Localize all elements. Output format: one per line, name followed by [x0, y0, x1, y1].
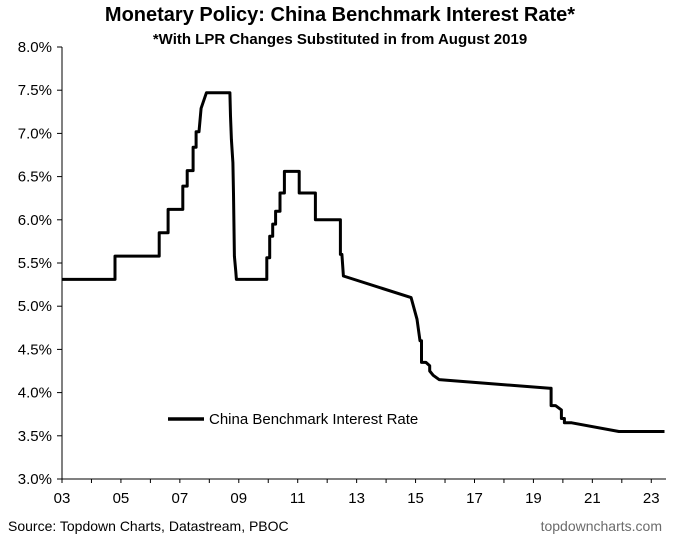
y-tick-label: 4.0%: [18, 385, 52, 402]
x-tick-label: 21: [584, 490, 601, 507]
x-tick-label: 11: [290, 490, 306, 507]
x-axis: 03 05 07 09 11 13 15 17 19 21 23: [54, 478, 666, 507]
series-line: [62, 91, 665, 433]
x-tick-label: 05: [113, 490, 130, 507]
x-tick-label: 03: [54, 490, 71, 507]
y-tick-label: 5.0%: [18, 298, 52, 315]
y-tick-label: 3.0%: [18, 471, 52, 488]
y-tick-label: 6.0%: [18, 212, 52, 229]
series-group: [62, 91, 665, 433]
chart-subtitle: *With LPR Changes Substituted in from Au…: [152, 31, 528, 48]
y-axis: 3.0% 3.5% 4.0% 4.5% 5.0% 5.5% 6.0% 6.5% 7.0% 7.5%…: [18, 39, 63, 488]
y-tick-label: 7.0%: [18, 125, 52, 142]
y-tick-label: 4.5%: [18, 341, 52, 358]
footer-brand: topdowncharts.com: [540, 518, 662, 534]
footer-source: Source: Topdown Charts, Datastream, PBOC: [8, 518, 289, 534]
x-tick-label: 17: [466, 490, 483, 507]
y-tick-label: 8.0%: [18, 39, 52, 56]
legend: China Benchmark Interest Rate: [168, 411, 418, 428]
x-tick-label: 07: [172, 490, 189, 507]
x-tick-label: 09: [230, 490, 247, 507]
legend-label: China Benchmark Interest Rate: [209, 411, 418, 428]
x-tick-label: 23: [643, 490, 660, 507]
chart-title: Monetary Policy: China Benchmark Interes…: [104, 4, 576, 26]
y-tick-label: 7.5%: [18, 82, 52, 99]
x-tick-label: 13: [348, 490, 365, 507]
y-tick-label: 6.5%: [18, 169, 52, 186]
x-tick-label: 15: [407, 490, 424, 507]
y-tick-label: 3.5%: [18, 428, 52, 445]
x-tick-label: 19: [525, 490, 542, 507]
y-tick-label: 5.5%: [18, 255, 52, 272]
